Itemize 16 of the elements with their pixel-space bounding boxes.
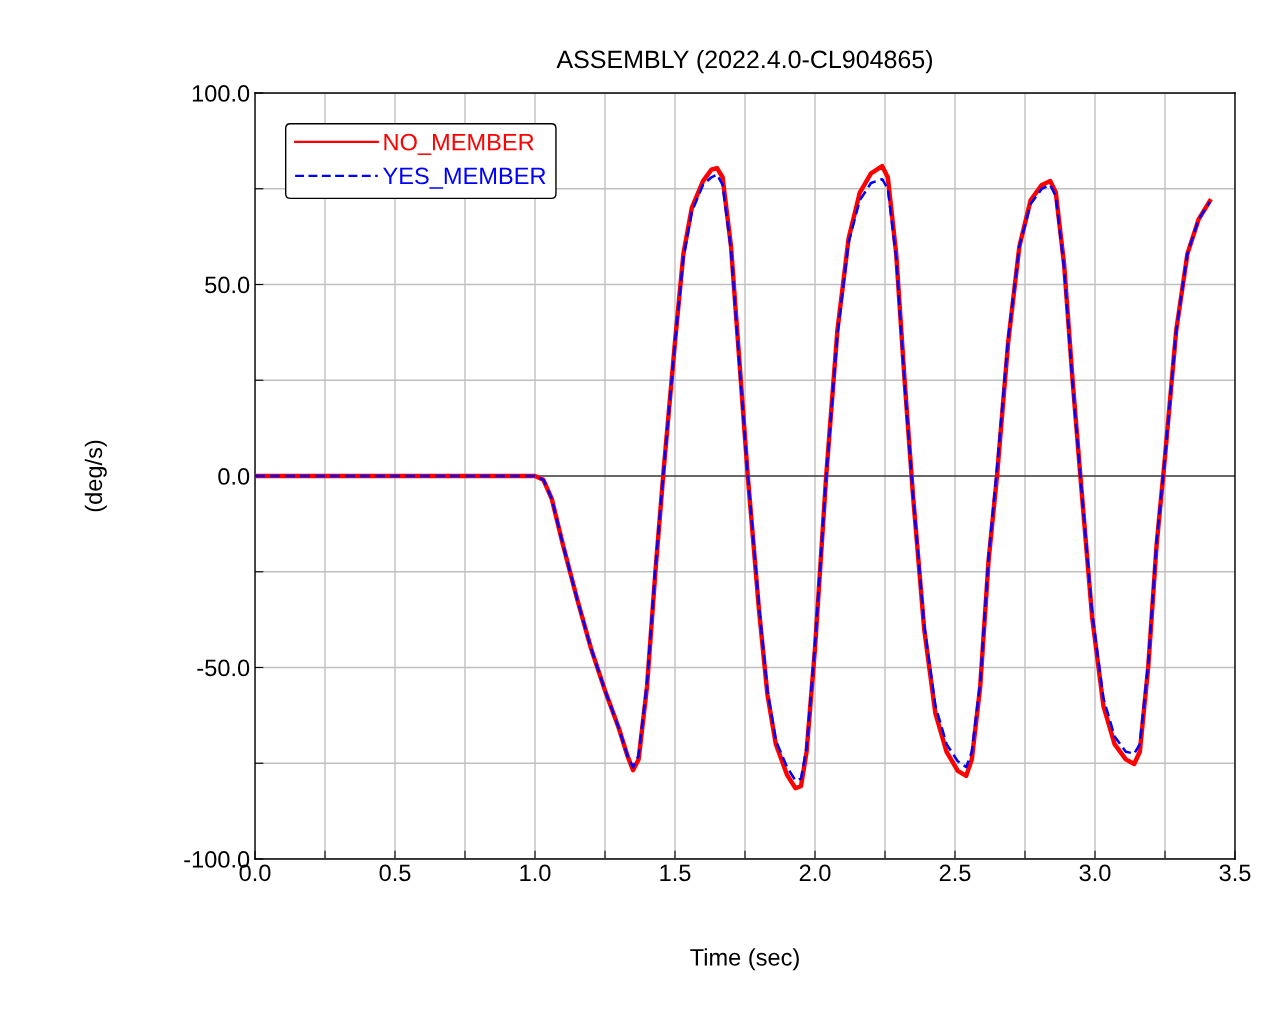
x-tick-label: 1.5 (660, 864, 691, 882)
x-tick-label: 3.5 (1219, 864, 1251, 882)
chart-title: ASSEMBLY (2022.4.0-CL904865) (556, 49, 933, 74)
x-axis-title: Time (sec) (690, 948, 799, 971)
x-tick-label: 2.5 (939, 864, 971, 882)
legend-label: NO_MEMBER (384, 133, 534, 155)
y-tick-label: 0.0 (218, 468, 250, 485)
y-axis-title: (deg/s) (84, 440, 107, 512)
x-tick-label: 3.0 (1079, 864, 1111, 882)
x-tick-label: 2.0 (799, 864, 831, 882)
y-tick-label: -50.0 (197, 659, 250, 677)
y-tick-label: 100.0 (192, 85, 250, 102)
x-tick-label: 0.5 (379, 864, 411, 882)
x-tick-label: 1.0 (520, 864, 551, 882)
y-tick-label: 50.0 (205, 276, 250, 294)
legend-label: YES_MEMBER (383, 167, 546, 189)
